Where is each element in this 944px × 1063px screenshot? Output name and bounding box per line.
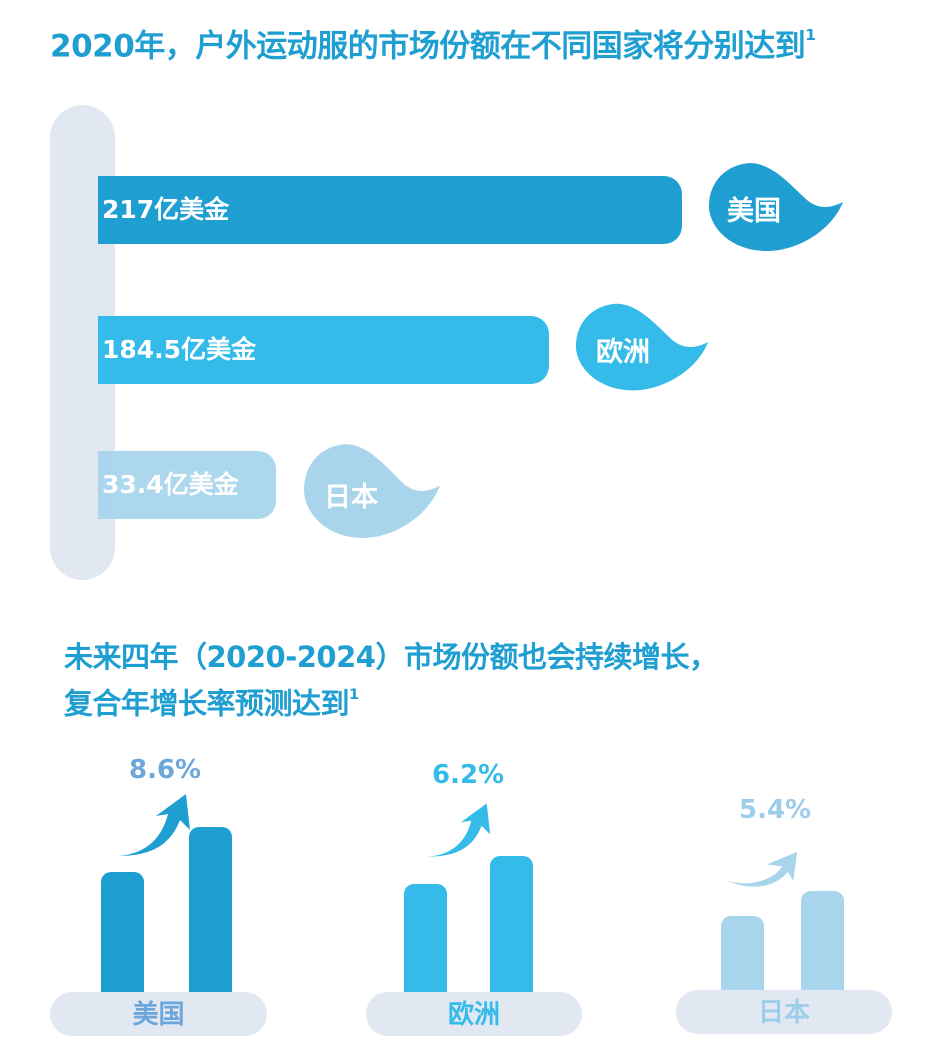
growth-title: 未来四年（2020-2024）市场份额也会持续增长， 复合年增长率预测达到1 <box>64 636 718 725</box>
market-share-title-text: 2020年，户外运动服的市场份额在不同国家将分别达到 <box>50 28 806 65</box>
teardrop-icon <box>304 444 440 538</box>
footnote-marker: 1 <box>349 686 359 703</box>
footnote-marker: 1 <box>805 26 816 45</box>
region-label-europe: 欧洲 <box>596 337 650 368</box>
cagr-value-europe: 6.2% <box>432 760 505 790</box>
bar-usa: 217亿美金 <box>98 176 682 244</box>
up-arrow-icon <box>118 794 190 856</box>
bar-japan: 33.4亿美金 <box>98 451 276 519</box>
up-arrow-icon <box>726 851 798 887</box>
region-label-usa: 美国 <box>727 196 781 227</box>
region-pill-usa: 美国 <box>50 992 267 1036</box>
growth-title-line1: 未来四年（2020-2024）市场份额也会持续增长， <box>64 640 718 674</box>
bar-value-label: 33.4亿美金 <box>102 470 239 499</box>
growth-title-line2: 复合年增长率预测达到1 <box>64 678 717 725</box>
region-label-japan: 日本 <box>324 482 378 513</box>
bar-usa-2024 <box>189 827 232 992</box>
bar-value-label: 184.5亿美金 <box>102 335 257 364</box>
bar-europe-2024 <box>490 856 533 992</box>
teardrop-europe: 欧洲 <box>574 302 710 392</box>
teardrop-japan: 日本 <box>302 443 442 539</box>
market-share-title: 2020年，户外运动服的市场份额在不同国家将分别达到1 <box>50 18 816 68</box>
region-pill-europe: 欧洲 <box>366 992 582 1036</box>
bar-value-label: 217亿美金 <box>102 195 230 224</box>
cagr-value-japan: 5.4% <box>739 795 812 825</box>
bar-europe: 184.5亿美金 <box>98 316 549 384</box>
teardrop-usa: 美国 <box>707 162 845 252</box>
teardrop-icon <box>709 163 843 252</box>
region-pill-japan: 日本 <box>676 990 892 1034</box>
cagr-value-usa: 8.6% <box>129 755 202 785</box>
growth-title-line2-text: 复合年增长率预测达到 <box>64 686 350 721</box>
bar-usa-2020 <box>101 872 144 992</box>
up-arrow-icon <box>428 803 491 857</box>
bar-japan-2024 <box>801 891 844 992</box>
bar-japan-2020 <box>721 916 764 992</box>
bar-europe-2020 <box>404 884 447 992</box>
teardrop-icon <box>575 303 709 391</box>
